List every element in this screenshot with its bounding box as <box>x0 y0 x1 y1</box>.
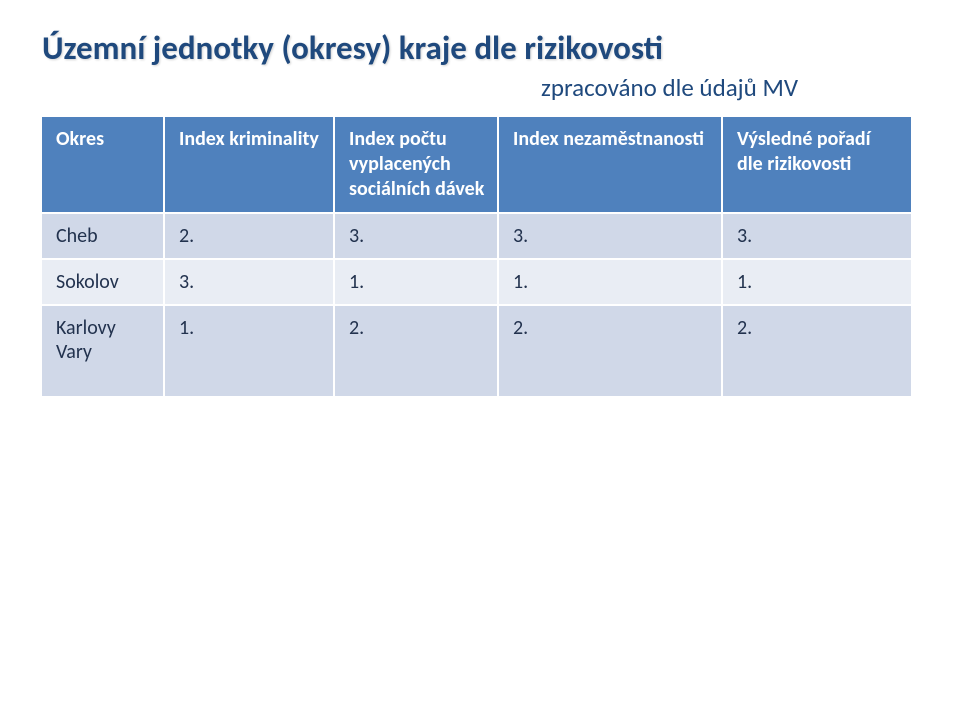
table-header-row: Okres Index kriminality Index počtu vypl… <box>42 117 912 213</box>
table-row: Karlovy Vary 1. 2. 2. 2. <box>42 305 912 397</box>
cell-okres: Cheb <box>42 213 164 259</box>
cell: 2. <box>334 305 498 397</box>
slide-subtitle: zpracováno dle údajů MV <box>42 72 918 103</box>
cell: 1. <box>334 259 498 305</box>
col-vysledne-poradi: Výsledné pořadí dle rizikovosti <box>722 117 912 213</box>
col-index-kriminality: Index kriminality <box>164 117 334 213</box>
slide-title: Územní jednotky (okresy) kraje dle rizik… <box>42 28 918 68</box>
col-okres: Okres <box>42 117 164 213</box>
cell-okres: Karlovy Vary <box>42 305 164 397</box>
risk-table: Okres Index kriminality Index počtu vypl… <box>42 117 913 398</box>
cell: 1. <box>164 305 334 397</box>
cell: 3. <box>722 213 912 259</box>
cell: 3. <box>334 213 498 259</box>
cell: 3. <box>164 259 334 305</box>
cell: 2. <box>164 213 334 259</box>
cell: 3. <box>498 213 722 259</box>
cell-okres: Sokolov <box>42 259 164 305</box>
col-index-davek: Index počtu vyplacených sociálních dávek <box>334 117 498 213</box>
cell: 2. <box>722 305 912 397</box>
table-row: Sokolov 3. 1. 1. 1. <box>42 259 912 305</box>
table-row: Cheb 2. 3. 3. 3. <box>42 213 912 259</box>
col-index-nezamestnanosti: Index nezaměstnanosti <box>498 117 722 213</box>
cell: 1. <box>722 259 912 305</box>
cell: 2. <box>498 305 722 397</box>
cell: 1. <box>498 259 722 305</box>
